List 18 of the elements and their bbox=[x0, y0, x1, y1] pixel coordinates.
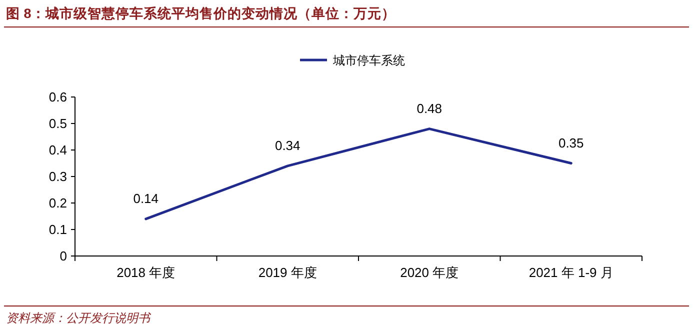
y-tick-label: 0.3 bbox=[48, 169, 67, 184]
data-label: 0.48 bbox=[416, 100, 442, 116]
y-tick-label: 0.2 bbox=[48, 196, 67, 210]
y-tick-label: 0.5 bbox=[48, 116, 67, 131]
x-tick-label: 2020 年度 bbox=[400, 265, 459, 280]
legend-label: 城市停车系统 bbox=[332, 54, 405, 68]
data-label: 0.14 bbox=[133, 190, 159, 206]
x-tick-label: 2019 年度 bbox=[258, 265, 317, 280]
data-label: 0.35 bbox=[558, 135, 584, 150]
text: 资料来源：公开发行说明书 bbox=[6, 311, 152, 325]
x-tick-label: 2021 年 1-9 月 bbox=[528, 265, 614, 280]
y-tick-label: 0.4 bbox=[48, 142, 67, 158]
x-tick-label: 2018 年度 bbox=[116, 265, 176, 280]
y-tick-label: 0 bbox=[60, 248, 67, 264]
y-tick-label: 0.1 bbox=[48, 222, 67, 237]
y-tick-label: 0.6 bbox=[48, 90, 67, 104]
title: 图 8：城市级智慧停车系统平均售价的变动情况（单位：万元） bbox=[6, 6, 396, 21]
data-label: 0.34 bbox=[274, 138, 300, 153]
